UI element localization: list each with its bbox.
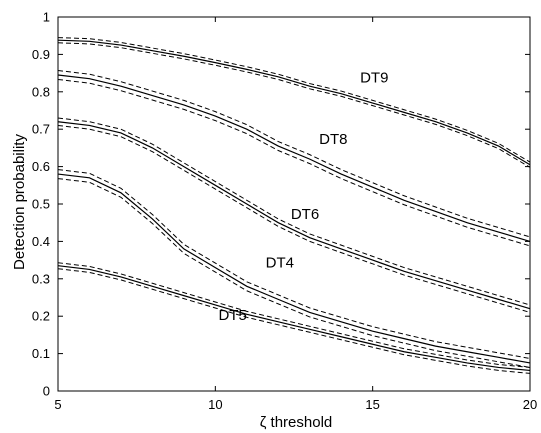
series-upper-bound-dt8 bbox=[57, 69, 531, 238]
series-dt5: DT5 bbox=[57, 262, 531, 374]
y-tick-label: 0.2 bbox=[32, 309, 50, 324]
series-line-dt5 bbox=[57, 265, 531, 372]
y-tick-label: 0.4 bbox=[32, 234, 50, 249]
x-axis-title: ζ threshold bbox=[260, 414, 333, 431]
series-upper-bound-dt9 bbox=[57, 37, 531, 163]
x-tick-label: 20 bbox=[523, 397, 537, 412]
series-label-dt5: DT5 bbox=[218, 307, 246, 324]
series-lower-bound-dt6 bbox=[57, 124, 531, 313]
series-upper-bound-dt6 bbox=[57, 117, 531, 306]
series-dt9: DT9 bbox=[57, 37, 531, 168]
series-label-dt6: DT6 bbox=[291, 206, 319, 223]
y-tick-label: 0.1 bbox=[32, 346, 50, 361]
series-lower-bound-dt5 bbox=[57, 268, 531, 374]
y-tick-label: 1 bbox=[43, 10, 50, 25]
series-lower-bound-dt9 bbox=[57, 42, 531, 168]
y-tick-label: 0.6 bbox=[32, 159, 50, 174]
y-tick-label: 0.7 bbox=[32, 122, 50, 137]
plot-area: DT9 DT8 DT6 DT4 DT5 bbox=[57, 37, 531, 374]
series-line-dt9 bbox=[57, 39, 531, 166]
series-upper-bound-dt4 bbox=[57, 169, 531, 359]
series-dt4: DT4 bbox=[57, 169, 531, 368]
series-label-dt4: DT4 bbox=[266, 255, 294, 272]
x-tick-label: 10 bbox=[208, 397, 222, 412]
series-dt8: DT8 bbox=[57, 69, 531, 247]
y-tick-label: 0.8 bbox=[32, 84, 50, 99]
series-dt6: DT6 bbox=[57, 117, 531, 313]
series-line-dt4 bbox=[57, 173, 531, 364]
series-line-dt8 bbox=[57, 74, 531, 242]
y-tick-label: 0.3 bbox=[32, 271, 50, 286]
series-lower-bound-dt8 bbox=[57, 78, 531, 247]
y-axis-title: Detection probability bbox=[11, 134, 28, 270]
y-tick-label: 0.9 bbox=[32, 47, 50, 62]
y-tick-label: 0.5 bbox=[32, 197, 50, 212]
y-tick-label: 0 bbox=[43, 384, 50, 399]
series-label-dt8: DT8 bbox=[319, 131, 347, 148]
x-tick-label: 15 bbox=[365, 397, 379, 412]
axes: 5 10 15 20 0 0.1 0.2 0.3 0.4 0.5 0.6 0.7 0.8 0.9 1 bbox=[32, 10, 537, 413]
series-lower-bound-dt4 bbox=[57, 178, 531, 368]
series-line-dt6 bbox=[57, 121, 531, 310]
series-label-dt9: DT9 bbox=[360, 69, 388, 86]
x-tick-label: 5 bbox=[54, 397, 61, 412]
series-upper-bound-dt5 bbox=[57, 262, 531, 368]
